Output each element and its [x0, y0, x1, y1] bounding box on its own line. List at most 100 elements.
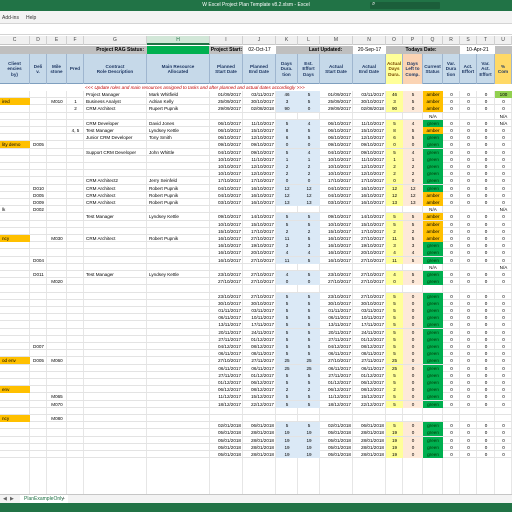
cell-e[interactable] — [47, 120, 67, 127]
column-header-j[interactable]: J — [243, 36, 276, 45]
cell-f[interactable] — [67, 141, 84, 148]
cell-j[interactable]: 11/10/2017 — [251, 120, 274, 126]
cell-e[interactable] — [47, 365, 67, 372]
column-header-o[interactable]: O — [386, 36, 403, 45]
cell-f[interactable] — [67, 451, 84, 458]
cell-r[interactable]: 0 — [450, 156, 453, 162]
cell-h[interactable] — [147, 451, 210, 458]
cell-d[interactable] — [30, 249, 47, 256]
cell-j[interactable]: 08/12/2017 — [251, 344, 274, 349]
cell-u[interactable]: 0 — [502, 106, 505, 112]
cell-l[interactable]: 0 — [298, 278, 320, 286]
cell-e[interactable] — [47, 177, 67, 184]
cell-o[interactable]: 5 — [386, 343, 403, 350]
cell-m[interactable]: 27/10/2017 — [328, 358, 351, 364]
cell-d[interactable] — [30, 314, 47, 321]
cell-q[interactable]: amber — [423, 91, 443, 98]
cell-u[interactable]: 0 — [502, 228, 505, 234]
cell-l[interactable]: 2 — [298, 227, 320, 235]
cell-d[interactable] — [30, 98, 47, 105]
cell-m[interactable] — [320, 285, 353, 292]
cell-i[interactable]: 03/10/2017 — [218, 200, 241, 205]
cell-c[interactable]: env — [0, 386, 30, 394]
cell-s[interactable]: 0 — [467, 351, 470, 357]
cell-f[interactable] — [67, 228, 84, 235]
cell-i[interactable]: 17/10/2017 — [218, 178, 241, 184]
cell-k[interactable]: 5 — [276, 292, 298, 300]
cell-u[interactable]: N/A — [499, 113, 508, 119]
cell-n[interactable]: 30/10/2017 — [361, 99, 384, 105]
cell-r[interactable]: 0 — [450, 185, 453, 191]
cell-h[interactable] — [147, 365, 210, 372]
cell-u[interactable]: 0 — [502, 394, 505, 400]
cell-t[interactable]: 0 — [484, 171, 488, 177]
cell-j[interactable]: 12/10/2017 — [251, 135, 274, 141]
cell-q[interactable]: green — [423, 343, 443, 350]
cell-u[interactable]: 0 — [502, 185, 505, 191]
cell-f[interactable] — [67, 393, 84, 400]
cell-o[interactable] — [386, 408, 403, 415]
cell-h[interactable] — [147, 249, 210, 256]
cell-u[interactable]: 0 — [502, 142, 505, 148]
cell-g[interactable] — [84, 307, 147, 314]
cell-f[interactable] — [67, 221, 84, 228]
cell-q[interactable]: green — [423, 314, 443, 322]
cell-l[interactable]: 19 — [298, 429, 320, 437]
cell-m[interactable]: 04/10/2017 — [328, 185, 351, 191]
cell-r[interactable]: 0 — [450, 214, 453, 220]
cell-d[interactable] — [30, 372, 47, 379]
cell-o[interactable]: 12 — [386, 191, 403, 199]
cell-h[interactable] — [147, 321, 210, 328]
cell-p[interactable]: 3 — [403, 242, 423, 250]
cell-h[interactable] — [147, 221, 210, 228]
cell-r[interactable]: 0 — [450, 236, 453, 241]
cell-k[interactable]: 46 — [276, 91, 298, 98]
cell-f[interactable] — [67, 163, 84, 170]
cell-s[interactable]: 0 — [467, 452, 470, 457]
cell-k[interactable]: 12 — [276, 184, 298, 192]
cell-p[interactable]: 0 — [403, 299, 423, 307]
cell-u[interactable] — [495, 285, 512, 292]
cell-l[interactable]: 5 — [298, 292, 320, 300]
cell-s[interactable]: 0 — [467, 423, 470, 429]
cell-n[interactable]: 30/10/2017 — [361, 300, 384, 306]
cell-h[interactable] — [147, 372, 210, 379]
cell-o[interactable]: 46 — [386, 91, 403, 98]
cell-j[interactable]: 24/11/2017 — [251, 329, 274, 335]
cell-d[interactable]: D010 — [33, 185, 44, 191]
cell-s[interactable]: 0 — [467, 394, 470, 400]
cell-n[interactable]: 16/10/2017 — [361, 192, 384, 198]
cell-h[interactable] — [147, 429, 210, 436]
cell-o[interactable]: 2 — [386, 227, 403, 235]
cell-d[interactable] — [30, 350, 47, 357]
column-header-d[interactable]: D — [30, 36, 47, 45]
cell-t[interactable]: 0 — [484, 128, 488, 133]
cell-k[interactable]: 11 — [276, 256, 298, 264]
cell-h[interactable]: Lyndsey Kettle — [149, 214, 179, 220]
cell-n[interactable]: 27/11/2017 — [361, 358, 384, 364]
cell-d[interactable] — [30, 408, 47, 415]
cell-h[interactable]: Jerry Seinfeld — [149, 178, 178, 184]
cell-c[interactable] — [0, 278, 30, 285]
cell-e[interactable] — [47, 422, 67, 429]
column-header-e[interactable]: E — [47, 36, 67, 45]
cell-u[interactable]: 0 — [502, 358, 505, 364]
cell-h[interactable] — [147, 343, 210, 350]
cell-d[interactable] — [30, 393, 47, 400]
cell-p[interactable]: 0 — [403, 335, 423, 343]
cell-c[interactable] — [0, 422, 30, 429]
cell-p[interactable]: 5 — [403, 256, 423, 264]
cell-f[interactable] — [67, 437, 84, 444]
cell-u[interactable]: 0 — [502, 200, 505, 205]
cell-t[interactable]: 0 — [484, 300, 488, 306]
cell-l[interactable]: 5 — [298, 127, 320, 134]
cell-d[interactable] — [30, 422, 47, 429]
cell-n[interactable]: 09/10/2017 — [361, 142, 384, 148]
cell-j[interactable] — [243, 408, 276, 415]
cell-e[interactable] — [47, 192, 67, 199]
cell-n[interactable]: 01/12/2017 — [361, 372, 384, 378]
cell-p[interactable]: 5 — [403, 220, 423, 228]
cell-d[interactable] — [30, 429, 47, 436]
cell-d[interactable] — [30, 437, 47, 444]
cell-l[interactable]: 5 — [298, 307, 320, 314]
